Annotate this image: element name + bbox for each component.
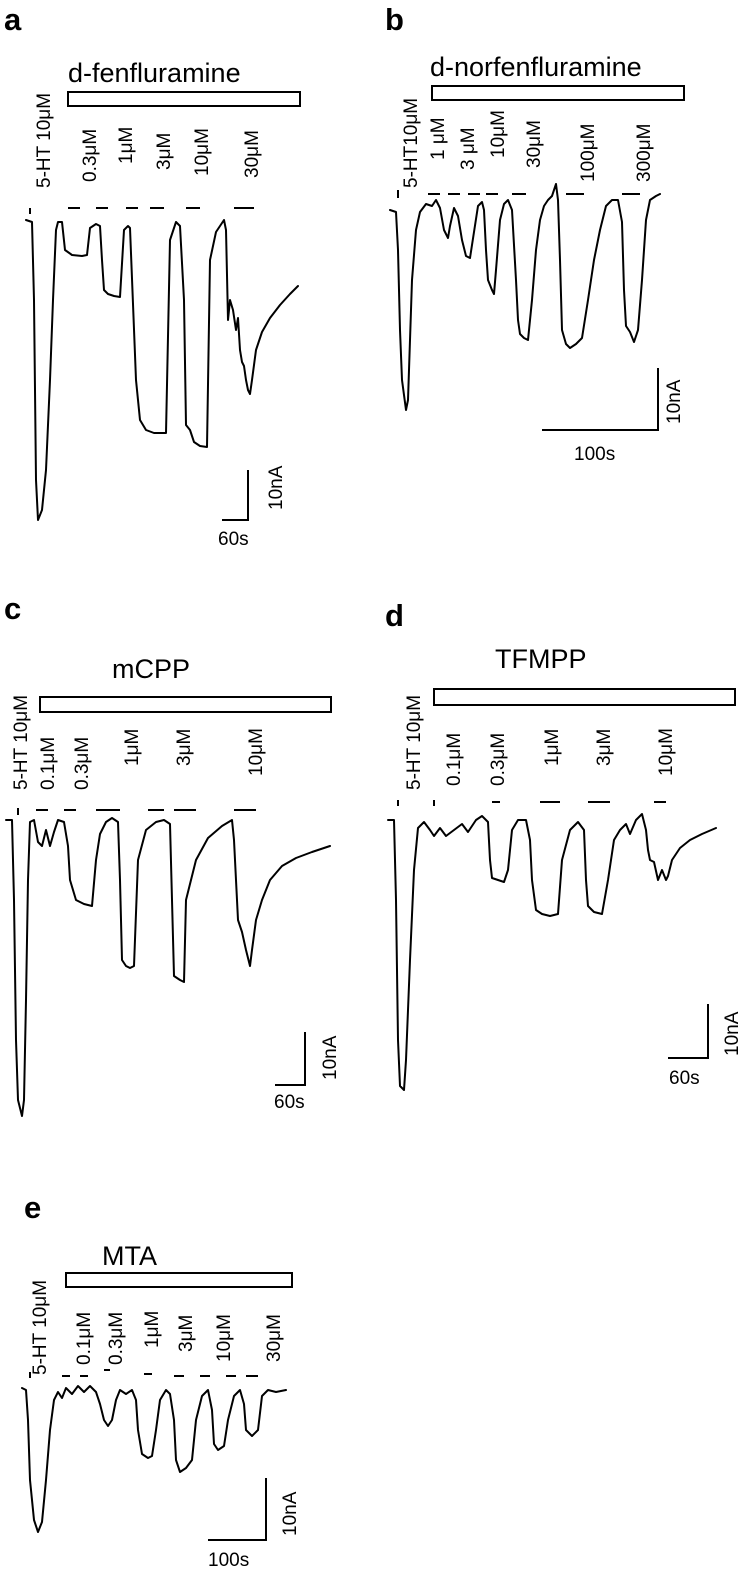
concentration-label: 10μM [488,110,509,158]
application-ticks [29,207,254,214]
reference-label: 5-HT 10μM [30,1280,51,1375]
panel-e: e MTA 5-HT 10μM 0.1μM 0.3μM 1μM 3μM 10μM… [21,1190,301,1571]
scale-bar [208,1478,267,1541]
concentration-label: 300μM [634,124,655,182]
current-trace [25,219,299,521]
reference-label: 5-HT 10μM [34,93,55,188]
scale-current-label: 10nA [722,1011,743,1056]
concentration-label: 0.3μM [72,737,93,790]
concentration-label: 30μM [264,1314,285,1362]
concentration-label: 1 μM [428,117,449,160]
application-ticks [397,190,640,198]
current-trace [21,1385,287,1533]
scale-bar [668,1004,709,1059]
scale-time-label: 60s [218,529,249,550]
concentration-label: 1μM [122,729,143,766]
concentration-label: 30μM [524,120,545,168]
concentration-label: 10μM [656,728,677,776]
concentration-label: 100μM [578,124,599,182]
drug-name: d-norfenfluramine [430,52,642,82]
concentration-label: 0.3μM [106,1312,127,1365]
drug-name: d-fenfluramine [68,58,241,88]
drug-application-bar [39,696,332,713]
reference-label: 5-HT 10μM [11,695,32,790]
scale-bar [275,1032,306,1086]
concentration-label: 10μM [246,728,267,776]
scale-time-label: 100s [208,1550,249,1571]
scale-time-label: 100s [574,444,615,465]
drug-application-bar [65,1272,293,1288]
concentration-label: 3 μM [458,127,479,170]
concentration-label: 3μM [154,133,175,170]
panel-b: b d-norfenfluramine 5-HT10μM 1 μM 3 μM 1… [385,2,685,465]
concentration-label: 1μM [142,1311,163,1348]
scale-time-label: 60s [669,1068,700,1089]
drug-application-bar [431,85,685,101]
reference-label: 5-HT10μM [401,98,422,188]
panel-letter: b [385,2,404,37]
scale-bar [222,470,249,521]
panel-letter: a [4,2,22,37]
concentration-label: 3μM [176,1315,197,1352]
panel-letter: e [24,1190,41,1225]
drug-application-bar [67,91,301,107]
panel-letter: d [385,598,404,633]
scale-current-label: 10nA [320,1035,341,1080]
scale-current-label: 10nA [266,465,287,510]
scale-current-label: 10nA [280,1491,301,1536]
concentration-label: 1μM [542,729,563,766]
application-ticks [29,1369,258,1378]
application-ticks [17,808,256,815]
current-trace [387,813,717,1091]
concentration-label: 1μM [116,127,137,164]
concentration-label: 30μM [242,130,263,178]
current-trace [5,817,331,1117]
panel-letter: c [4,591,21,626]
drug-name: mCPP [112,654,190,684]
reference-label: 5-HT 10μM [404,695,425,790]
concentration-label: 0.3μM [488,733,509,786]
drug-name: TFMPP [495,644,587,674]
scale-bar [542,368,659,431]
scale-current-label: 10nA [664,379,685,424]
drug-application-bar [433,688,736,706]
panel-c: c mCPP 5-HT 10μM 0.1μM 0.3μM 1μM 3μM 10μ… [4,591,341,1117]
concentration-label: 10μM [192,128,213,176]
concentration-label: 3μM [174,729,195,766]
panel-d: d TFMPP 5-HT 10μM 0.1μM 0.3μM 1μM 3μM 10… [385,598,743,1091]
concentration-label: 0.3μM [80,129,101,182]
application-ticks [397,800,666,806]
concentration-label: 10μM [214,1314,235,1362]
scale-time-label: 60s [274,1092,305,1113]
concentration-label: 0.1μM [74,1312,95,1365]
drug-name: MTA [102,1241,157,1271]
concentration-label: 3μM [594,729,615,766]
concentration-label: 0.1μM [38,737,59,790]
current-trace [389,183,661,411]
concentration-label: 0.1μM [444,733,465,786]
panel-a: a d-fenfluramine 5-HT 10μM 0.3μM 1μM 3μM… [4,2,301,550]
